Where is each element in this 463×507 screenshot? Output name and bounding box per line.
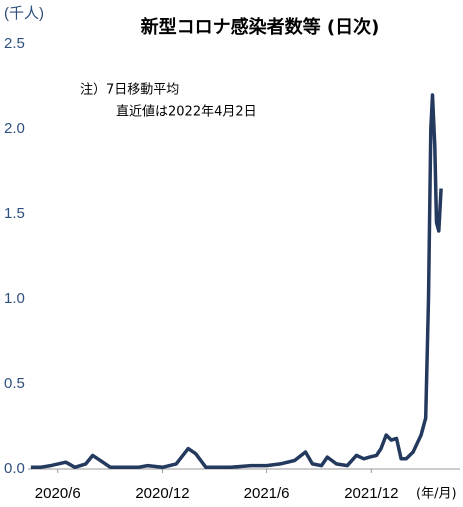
y-tick-label: 2.0 [4,120,25,137]
data-line [30,93,443,470]
x-tick-label: 2021/12 [344,485,398,502]
annotation: 注）7日移動平均 [80,83,179,98]
y-axis-label: (千人) [4,5,44,22]
y-tick-label: 0.0 [4,460,25,477]
y-tick-label: 1.5 [4,205,25,222]
annotation: 直近値は2022年4月2日 [116,104,257,120]
y-tick-label: 2.5 [4,35,25,52]
x-tick-label: 2020/12 [135,485,189,502]
y-tick-label: 0.5 [4,375,25,392]
x-axis-label: (年/月) [416,487,457,502]
x-tick-label: 2020/6 [35,485,81,502]
chart-title: 新型コロナ感染者数等 (日次) [141,16,380,38]
y-tick-label: 1.0 [4,290,25,307]
x-tick-label: 2021/6 [244,485,290,502]
